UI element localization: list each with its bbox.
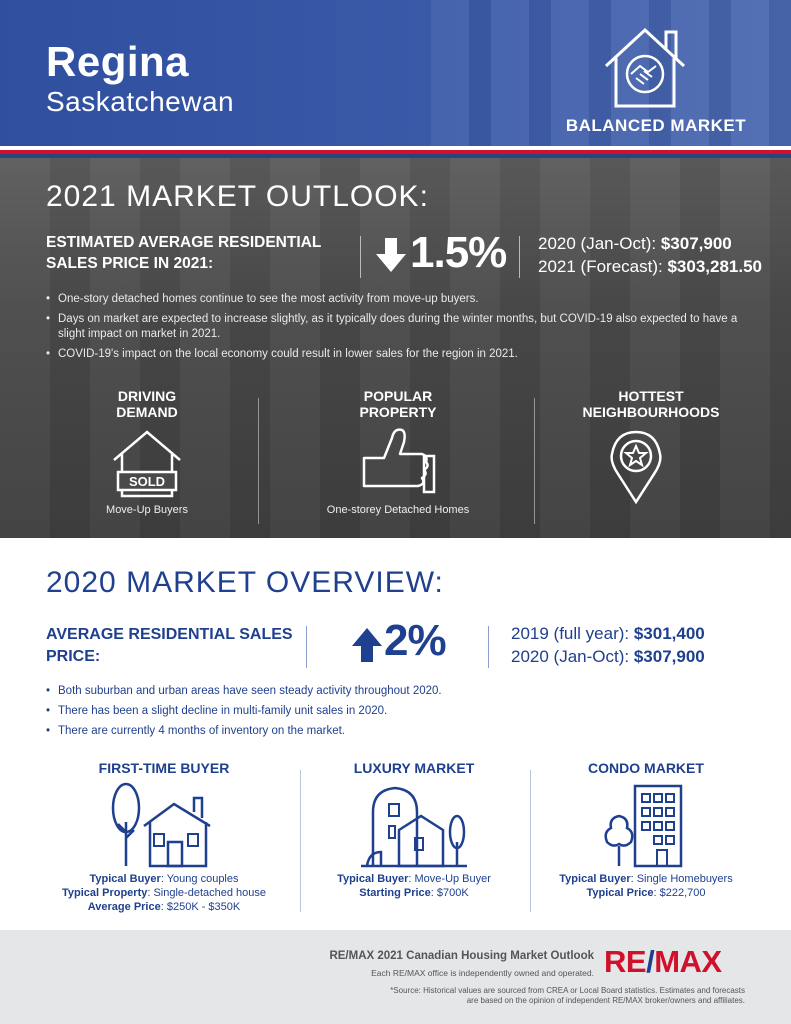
divider: [530, 770, 531, 912]
divider-stripe: [0, 146, 791, 150]
divider: [258, 398, 259, 524]
info-row: Average Price: $250K - $350K: [87, 901, 241, 913]
arrow-up-icon: [352, 628, 382, 662]
header-background-photo: [431, 0, 791, 146]
divider: [519, 236, 520, 278]
column-info: Typical Buyer: Single Homebuyers Typical…: [546, 872, 746, 900]
footer: RE/MAX 2021 Canadian Housing Market Outl…: [0, 930, 791, 1024]
overview-title: 2020 MARKET OVERVIEW:: [46, 566, 444, 599]
divider: [488, 626, 489, 668]
sold-text: SOLD: [129, 474, 165, 489]
first-time-buyer-column: FIRST-TIME BUYER Typical Buyer: Young co…: [44, 760, 284, 920]
column-heading: POPULAR PROPERTY: [359, 388, 437, 420]
column-heading: CONDO MARKET: [588, 760, 704, 776]
divider: [360, 236, 361, 278]
list-item: There has been a slight decline in multi…: [46, 704, 746, 719]
outlook-change-value: 1.5%: [410, 228, 507, 277]
luxury-market-column: LUXURY MARKET Typical Buyer: Move-Up Buy…: [314, 760, 514, 920]
condo-building-icon: [604, 784, 683, 868]
column-heading: FIRST-TIME BUYER: [98, 760, 230, 776]
outlook-title: 2021 MARKET OUTLOOK:: [46, 180, 429, 213]
footer-source-note: *Source: Historical values are sourced f…: [390, 986, 745, 995]
list-item: There are currently 4 months of inventor…: [46, 724, 746, 739]
list-item: COVID-19's impact on the local economy c…: [46, 347, 756, 362]
divider-stripe: [0, 150, 791, 154]
list-item: One-story detached homes continue to see…: [46, 292, 756, 307]
house-handshake-icon: [604, 27, 686, 108]
divider: [306, 626, 307, 668]
outlook-section: 2021 MARKET OUTLOOK: ESTIMATED AVERAGE R…: [0, 158, 791, 538]
column-caption: Move-Up Buyers: [106, 504, 188, 516]
divider-stripe: [0, 154, 791, 158]
remax-logo: RE/MAX: [604, 944, 722, 979]
outlook-year-line-2: 2021 (Forecast): $303,281.50: [538, 257, 762, 276]
outlook-bullet-list: One-story detached homes continue to see…: [46, 292, 756, 367]
column-info: Typical Buyer: Move-Up Buyer Starting Pr…: [314, 872, 514, 900]
overview-change-value: 2%: [384, 616, 447, 665]
info-row: Starting Price: $700K: [359, 887, 469, 899]
column-heading: DRIVING DEMAND: [116, 388, 178, 420]
column-info: Typical Buyer: Young couples Typical Pro…: [44, 872, 284, 914]
overview-year-line-2: 2020 (Jan-Oct): $307,900: [511, 647, 705, 666]
overview-price-label: AVERAGE RESIDENTIAL SALES PRICE:: [46, 626, 293, 665]
list-item: Both suburban and urban areas have seen …: [46, 684, 746, 699]
hottest-neighbourhoods-column: HOTTEST NEIGHBOURHOODS: [556, 388, 746, 538]
footer-disclaimer: Each RE/MAX office is independently owne…: [371, 968, 594, 978]
footer-title: RE/MAX 2021 Canadian Housing Market Outl…: [329, 950, 594, 962]
column-heading: LUXURY MARKET: [353, 760, 475, 776]
info-row: Typical Property: Single-detached house: [61, 887, 267, 899]
overview-bullet-list: Both suburban and urban areas have seen …: [46, 684, 746, 744]
condo-market-column: CONDO MARKET Typical Buyer: Single Homeb…: [546, 760, 746, 920]
overview-year-line-1: 2019 (full year): $301,400: [511, 624, 705, 643]
outlook-year-line-1: 2020 (Jan-Oct): $307,900: [538, 234, 732, 253]
popular-property-column: POPULAR PROPERTY One-storey Detached Home…: [300, 388, 496, 538]
list-item: Days on market are expected to increase …: [46, 312, 756, 342]
info-row: Typical Price: $222,700: [586, 887, 706, 899]
driving-demand-column: DRIVING DEMAND SOLD Move-Up Buyers: [62, 388, 232, 538]
map-pin-star-icon: [610, 430, 662, 504]
city-title: Regina: [46, 38, 190, 85]
market-status-badge: BALANCED MARKET: [565, 116, 747, 135]
arrow-down-icon: [376, 238, 406, 272]
house-tree-icon: [111, 782, 211, 868]
province-subtitle: Saskatchewan: [46, 86, 235, 117]
house-sold-icon: SOLD: [113, 430, 181, 498]
thumbs-up-icon: [362, 428, 436, 494]
divider: [300, 770, 301, 912]
header-banner: Regina Saskatchewan BALANCED MARKET: [0, 0, 791, 146]
divider: [534, 398, 535, 524]
luxury-house-icon: [361, 786, 467, 868]
info-row: Typical Buyer: Single Homebuyers: [559, 873, 733, 885]
column-heading: HOTTEST NEIGHBOURHOODS: [582, 388, 720, 420]
outlook-price-label: ESTIMATED AVERAGE RESIDENTIAL SALES PRIC…: [46, 234, 322, 272]
info-row: Typical Buyer: Young couples: [89, 873, 239, 885]
footer-source-note: are based on the opinion of independent …: [466, 996, 745, 1005]
info-row: Typical Buyer: Move-Up Buyer: [337, 873, 491, 885]
column-caption: One-storey Detached Homes: [326, 504, 470, 516]
